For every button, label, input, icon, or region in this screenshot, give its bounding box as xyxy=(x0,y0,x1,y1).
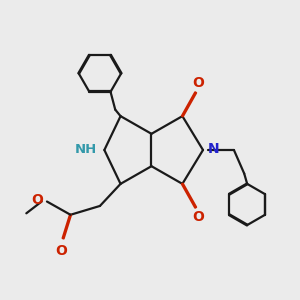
Text: O: O xyxy=(192,210,204,224)
Text: NH: NH xyxy=(75,143,97,157)
Text: O: O xyxy=(192,76,204,90)
Text: O: O xyxy=(32,193,44,207)
Text: N: N xyxy=(207,142,219,155)
Text: O: O xyxy=(56,244,68,258)
